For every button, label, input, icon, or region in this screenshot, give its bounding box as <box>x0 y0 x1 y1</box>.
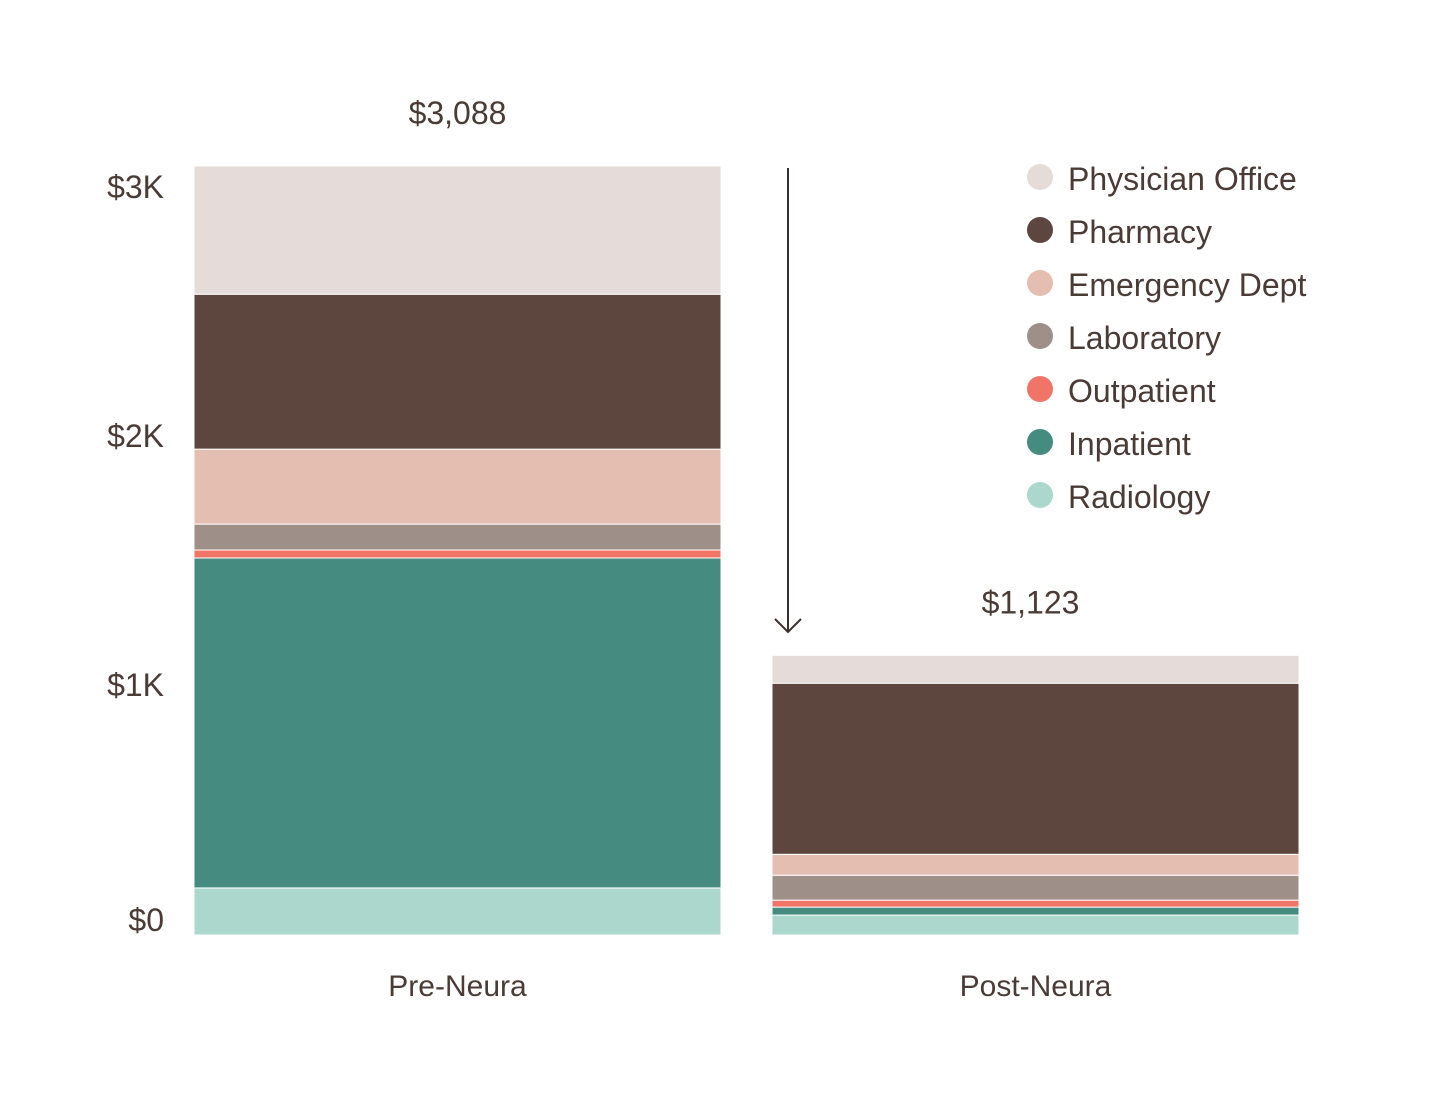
bar-segment-radiology <box>193 887 722 936</box>
legend-swatch <box>1027 217 1053 243</box>
bar-segment-emergency-dept <box>771 853 1300 876</box>
bar-segment-inpatient <box>771 906 1300 916</box>
legend-swatch <box>1027 323 1053 349</box>
bar-segment-outpatient <box>193 549 722 559</box>
legend-item: Pharmacy <box>1027 214 1212 250</box>
bar-segment-physician-office <box>771 654 1300 684</box>
bar-segment-pharmacy <box>771 682 1300 855</box>
total-label: $3,088 <box>409 95 507 131</box>
labels: $3,088 Pre-Neura $1,123 Post-Neura <box>388 95 1111 1003</box>
legend-label: Emergency Dept <box>1068 267 1306 303</box>
legend-label: Physician Office <box>1068 161 1297 197</box>
category-label: Post-Neura <box>960 970 1112 1003</box>
bar-segment-radiology <box>771 914 1300 936</box>
y-tick-label: $0 <box>128 902 164 938</box>
bar-segment-inpatient <box>193 557 722 889</box>
legend-swatch <box>1027 429 1053 455</box>
arrow-down-icon <box>774 168 802 634</box>
y-tick-label: $1K <box>107 667 164 703</box>
legend-label: Pharmacy <box>1068 214 1212 250</box>
y-tick-label: $3K <box>107 169 164 205</box>
legend-swatch <box>1027 270 1053 296</box>
legend-swatch <box>1027 482 1053 508</box>
legend-swatch <box>1027 164 1053 190</box>
bar-segment-pharmacy <box>193 293 722 450</box>
legend-label: Outpatient <box>1068 373 1216 409</box>
legend-item: Physician Office <box>1027 161 1297 197</box>
legend-label: Radiology <box>1068 479 1210 515</box>
bar-segment-laboratory <box>193 523 722 551</box>
bar-segment-emergency-dept <box>193 448 722 525</box>
y-axis: $0 $1K $2K $3K <box>107 169 164 938</box>
y-tick-label: $2K <box>107 418 164 454</box>
legend-label: Laboratory <box>1068 320 1221 356</box>
bar-segment-outpatient <box>771 899 1300 908</box>
legend-item: Radiology <box>1027 479 1210 515</box>
bars <box>193 165 1300 936</box>
legend-item: Inpatient <box>1027 426 1191 462</box>
legend-item: Laboratory <box>1027 320 1221 356</box>
category-label: Pre-Neura <box>388 970 527 1003</box>
legend: Physician Office Pharmacy Emergency Dept La… <box>1027 161 1306 515</box>
bar-segment-laboratory <box>771 874 1300 901</box>
legend-label: Inpatient <box>1068 426 1191 462</box>
legend-item: Emergency Dept <box>1027 267 1306 303</box>
legend-item: Outpatient <box>1027 373 1216 409</box>
bar-segment-physician-office <box>193 165 722 295</box>
total-label: $1,123 <box>982 584 1080 620</box>
legend-swatch <box>1027 376 1053 402</box>
